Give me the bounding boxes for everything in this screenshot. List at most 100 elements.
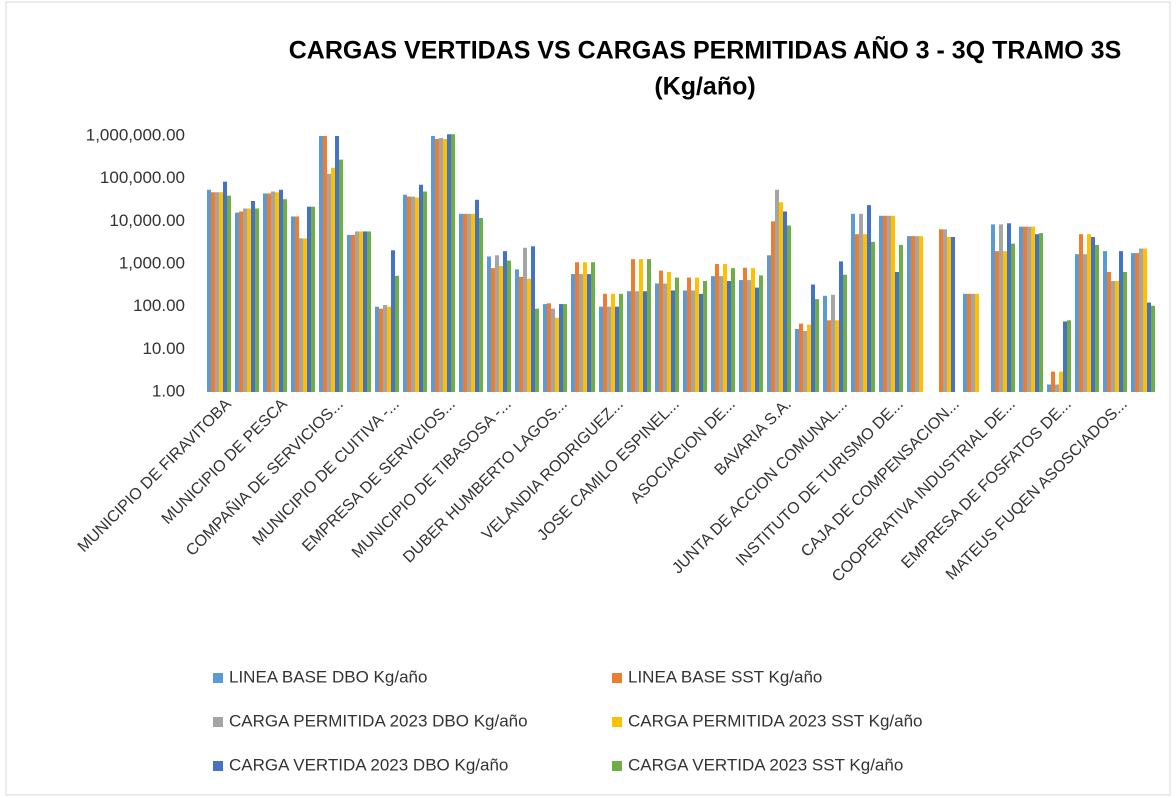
bar: [655, 283, 659, 392]
bar: [403, 194, 407, 392]
bar: [319, 136, 323, 392]
bar: [859, 213, 863, 392]
bar: [883, 215, 887, 392]
bar: [691, 290, 695, 392]
bar: [451, 134, 455, 392]
bar: [339, 159, 343, 392]
bar: [1003, 251, 1007, 392]
bar: [475, 199, 479, 392]
bar: [659, 270, 663, 392]
bar: [607, 306, 611, 392]
bar: [587, 274, 591, 392]
bar: [779, 202, 783, 392]
bar: [367, 231, 371, 392]
bar: [223, 181, 227, 392]
bar: [215, 192, 219, 392]
bar: [527, 278, 531, 392]
bar: [1091, 236, 1095, 392]
bar: [911, 236, 915, 392]
bar: [619, 293, 623, 392]
chart-border: [5, 1, 1171, 796]
bar: [839, 261, 843, 392]
y-tick-label: 1.00: [152, 381, 185, 400]
legend-label: CARGA VERTIDA 2023 SST Kg/año: [628, 755, 903, 774]
bar: [459, 213, 463, 392]
y-tick-label: 100.00: [133, 296, 185, 315]
bar: [1079, 234, 1083, 392]
bar: [243, 208, 247, 392]
bar: [407, 196, 411, 392]
bar: [503, 251, 507, 392]
bar: [915, 236, 919, 392]
bar: [267, 193, 271, 392]
bar: [235, 212, 239, 392]
bar: [711, 276, 715, 392]
bar: [895, 271, 899, 392]
bar: [635, 291, 639, 392]
bar: [831, 294, 835, 392]
legend-label: CARGA VERTIDA 2023 DBO Kg/año: [229, 755, 508, 774]
bar: [411, 196, 415, 392]
bar: [967, 293, 971, 392]
bar: [555, 317, 559, 392]
bar: [671, 290, 675, 392]
bar: [1131, 253, 1135, 392]
bar: [1047, 384, 1051, 392]
bar: [467, 213, 471, 392]
bar: [807, 324, 811, 392]
bar: [251, 200, 255, 392]
bar: [327, 173, 331, 392]
bar: [827, 320, 831, 392]
bar: [495, 255, 499, 392]
bar: [1107, 271, 1111, 392]
legend-label: LINEA BASE SST Kg/año: [628, 667, 822, 686]
bar: [731, 268, 735, 392]
bar: [603, 293, 607, 392]
bar: [631, 259, 635, 392]
bar: [447, 134, 451, 392]
bar: [795, 328, 799, 392]
legend-swatch: [612, 717, 622, 727]
legend-swatch: [612, 673, 622, 683]
bar: [211, 192, 215, 392]
bar: [739, 280, 743, 392]
bar: [815, 299, 819, 392]
bar: [395, 275, 399, 392]
bar: [599, 306, 603, 392]
bar: [383, 304, 387, 392]
bar: [843, 274, 847, 392]
bar: [835, 320, 839, 392]
bar: [683, 290, 687, 392]
bar: [375, 306, 379, 392]
bar: [687, 277, 691, 392]
bar: [583, 262, 587, 392]
bar: [1123, 271, 1127, 392]
bar: [1023, 226, 1027, 392]
bar: [991, 224, 995, 392]
bar: [283, 199, 287, 392]
bar: [775, 189, 779, 392]
bar: [499, 265, 503, 392]
bar: [615, 306, 619, 392]
bar: [531, 246, 535, 392]
bar: [1111, 280, 1115, 392]
bar: [523, 247, 527, 392]
bar: [907, 236, 911, 392]
bar: [743, 267, 747, 392]
bar: [771, 221, 775, 392]
bar: [919, 236, 923, 392]
bar: [591, 262, 595, 392]
y-tick-label: 1,000.00: [119, 253, 185, 272]
bar: [275, 192, 279, 392]
bar: [1035, 234, 1039, 392]
bar: [431, 136, 435, 392]
bar: [435, 139, 439, 392]
bar: [963, 293, 967, 392]
bar: [463, 213, 467, 392]
bar: [627, 291, 631, 392]
bar: [247, 208, 251, 392]
bar: [487, 256, 491, 392]
bar: [575, 262, 579, 392]
bar: [1039, 233, 1043, 392]
